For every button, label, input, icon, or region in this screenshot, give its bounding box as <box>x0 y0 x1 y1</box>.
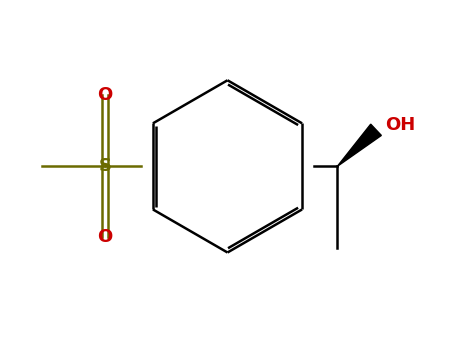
Text: S: S <box>98 158 111 175</box>
Text: O: O <box>97 86 112 104</box>
Polygon shape <box>337 124 381 166</box>
Text: O: O <box>97 229 112 246</box>
Text: OH: OH <box>384 117 415 134</box>
